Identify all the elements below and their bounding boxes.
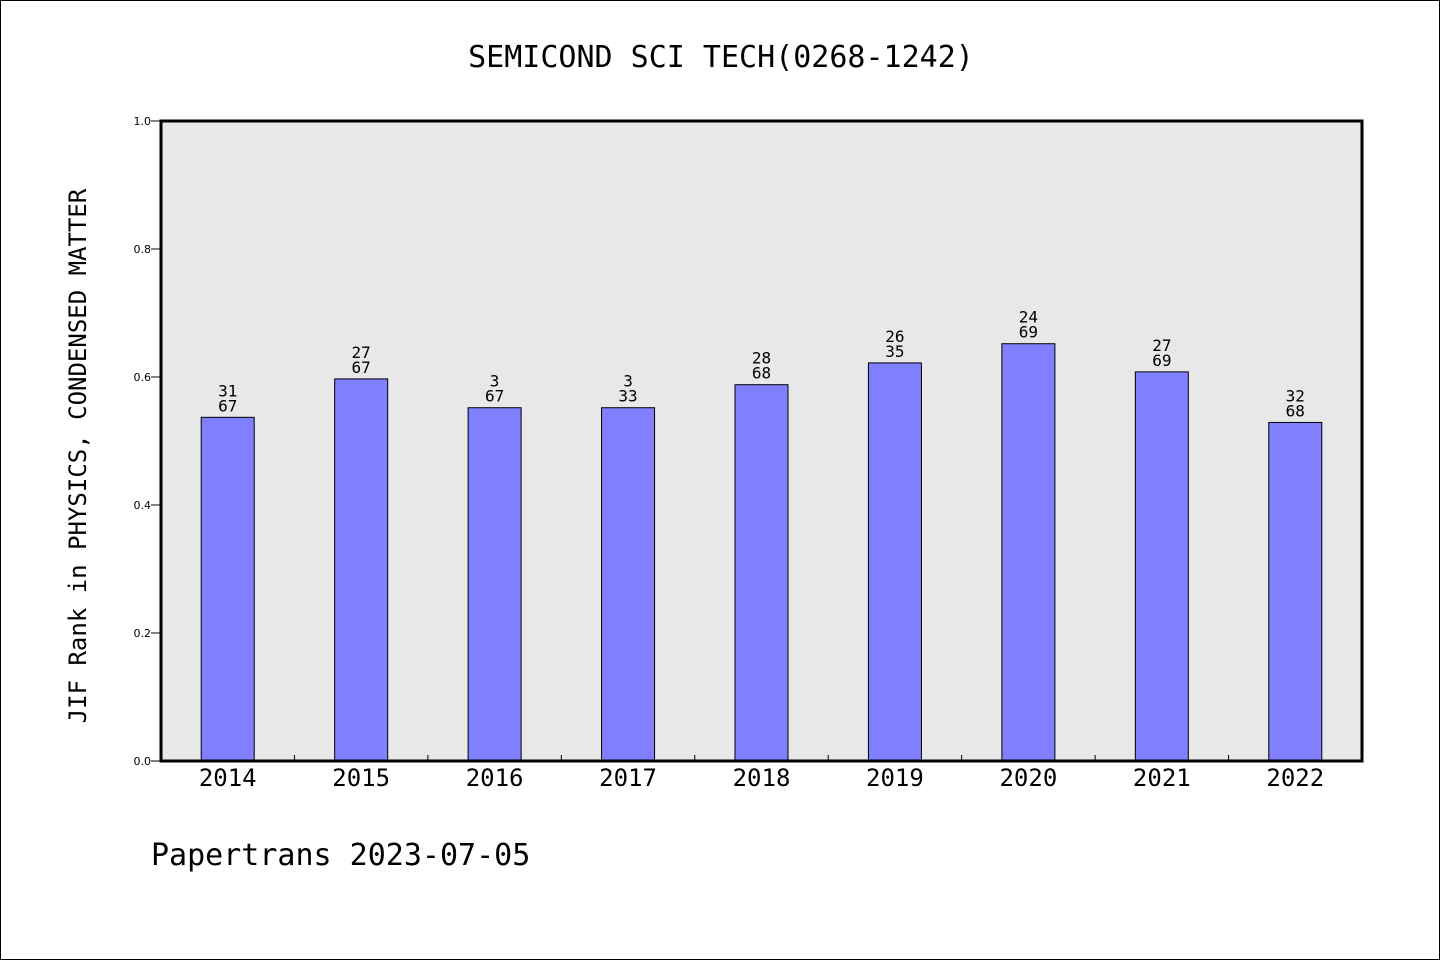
bar-label-rank: 3 [490,372,500,391]
x-tick-label: 2022 [1266,764,1324,792]
bars [200,343,1323,762]
bar-label-rank: 27 [1152,336,1171,355]
bar-2021 [1134,371,1189,762]
bar-2014 [200,416,255,762]
bar-label-total: 67 [352,358,371,377]
x-tick-label: 2014 [199,764,257,792]
bar-label-total: 69 [1152,351,1171,370]
chart-title: SEMICOND SCI TECH(0268-1242) [468,40,974,75]
bar-label-total: 67 [485,387,504,406]
bar-2015 [334,378,389,762]
bar-label-total: 35 [885,342,904,361]
x-tick-label: 2021 [1133,764,1191,792]
bar-label-rank: 28 [752,349,771,368]
bar-2017 [601,407,656,762]
bar-label-total: 33 [618,387,637,406]
bar-label-rank: 32 [1286,386,1305,405]
bar-2022 [1268,421,1323,762]
x-tick-label: 2016 [466,764,524,792]
y-tick-label: 0.8 [134,243,152,256]
x-tick-label: 2020 [999,764,1057,792]
bar-label-total: 67 [218,396,237,415]
bar-label-rank: 26 [885,327,904,346]
x-tick-label: 2015 [332,764,390,792]
x-tick-label: 2018 [733,764,791,792]
y-axis-ticks: 0.0 0.2 0.4 0.6 0.8 1.0 [134,115,161,768]
bar-label-rank: 3 [623,372,633,391]
bar-label-rank: 24 [1019,308,1038,327]
y-tick-label: 1.0 [134,115,152,128]
bar-label-rank: 31 [218,381,237,400]
y-axis-label: JIF Rank in PHYSICS, CONDENSED MATTER [64,188,92,723]
x-tick-label: 2019 [866,764,924,792]
bar-2018 [734,384,789,762]
x-tick-label: 2017 [599,764,657,792]
plot-border [159,119,1364,763]
bar-2019 [867,362,922,762]
bar-label-total: 69 [1019,323,1038,342]
bar-2016 [467,407,522,762]
footer-credit: Papertrans 2023-07-05 [151,838,530,873]
y-tick-label: 0.6 [134,371,152,384]
y-tick-label: 0.4 [134,499,152,512]
bar-label-total: 68 [1286,401,1305,420]
y-tick-label: 0.2 [134,627,152,640]
bar-label-rank: 27 [352,343,371,362]
x-axis-ticks: 2014 2015 2016 2017 2018 2019 2020 2021 2022 [199,755,1324,792]
bar-label-total: 68 [752,364,771,383]
bar-2020 [1001,343,1056,762]
y-tick-label: 0.0 [134,755,152,768]
